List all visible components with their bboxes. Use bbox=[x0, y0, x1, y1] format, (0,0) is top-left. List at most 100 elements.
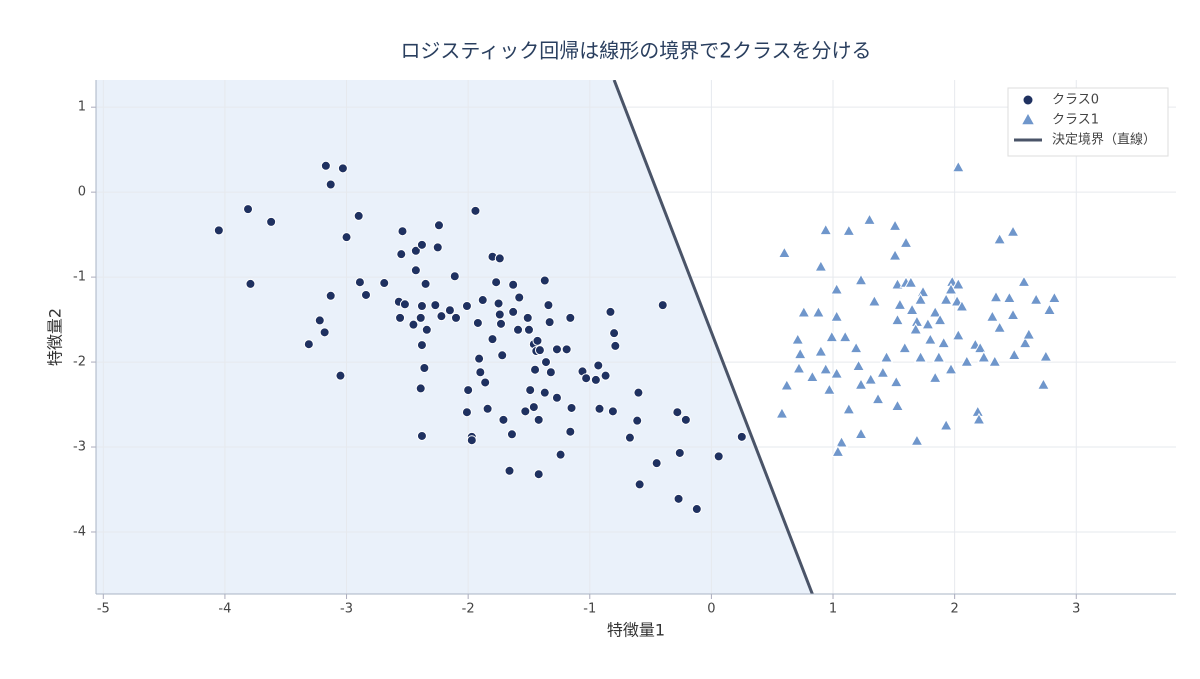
point bbox=[933, 313, 947, 326]
point bbox=[867, 294, 881, 307]
point bbox=[266, 216, 277, 227]
point bbox=[472, 317, 483, 328]
point bbox=[1002, 291, 1016, 304]
point bbox=[879, 350, 894, 363]
point bbox=[514, 292, 525, 303]
decision-boundary bbox=[612, 80, 814, 594]
point bbox=[410, 265, 421, 276]
class-region bbox=[96, 80, 813, 594]
point bbox=[777, 246, 791, 259]
point bbox=[842, 224, 856, 236]
point bbox=[493, 298, 504, 309]
point bbox=[838, 330, 852, 343]
point bbox=[939, 293, 953, 305]
point bbox=[416, 300, 427, 311]
point bbox=[1047, 291, 1061, 304]
point bbox=[713, 451, 724, 462]
point bbox=[551, 392, 562, 403]
y-tick-label: -3 bbox=[73, 440, 86, 455]
point bbox=[397, 226, 408, 237]
point bbox=[543, 300, 554, 311]
point bbox=[494, 253, 505, 264]
point bbox=[1029, 293, 1043, 305]
point bbox=[541, 357, 551, 368]
point bbox=[213, 225, 224, 236]
point bbox=[498, 414, 509, 425]
point bbox=[819, 362, 833, 375]
point bbox=[814, 344, 828, 357]
point bbox=[361, 289, 371, 300]
point bbox=[461, 300, 472, 311]
point bbox=[971, 405, 985, 417]
point bbox=[415, 312, 426, 323]
point bbox=[593, 360, 604, 371]
point bbox=[830, 310, 844, 322]
x-tick-label: 0 bbox=[707, 602, 715, 617]
point bbox=[1007, 348, 1021, 360]
point bbox=[421, 324, 432, 335]
point bbox=[819, 223, 833, 236]
point bbox=[508, 306, 519, 317]
point bbox=[973, 341, 987, 354]
point bbox=[520, 406, 531, 417]
point bbox=[928, 371, 942, 383]
x-tick-label: -3 bbox=[340, 602, 353, 617]
point bbox=[396, 249, 407, 260]
point bbox=[444, 305, 455, 316]
point bbox=[888, 219, 902, 231]
point bbox=[909, 322, 923, 335]
point bbox=[325, 290, 336, 301]
point bbox=[534, 345, 545, 356]
point bbox=[914, 293, 928, 305]
point bbox=[436, 311, 447, 322]
point bbox=[944, 282, 958, 295]
point bbox=[889, 375, 903, 388]
point bbox=[988, 355, 1002, 367]
point bbox=[533, 414, 544, 425]
point bbox=[523, 324, 534, 335]
point bbox=[420, 278, 431, 289]
point bbox=[830, 282, 844, 295]
point bbox=[1042, 303, 1057, 315]
point bbox=[634, 479, 645, 490]
point bbox=[319, 327, 330, 338]
point bbox=[539, 387, 550, 398]
point bbox=[303, 339, 314, 350]
point bbox=[480, 377, 491, 388]
point bbox=[506, 429, 517, 440]
point bbox=[610, 340, 621, 351]
point bbox=[432, 242, 443, 253]
legend-box bbox=[1007, 87, 1169, 157]
point bbox=[899, 236, 913, 248]
point bbox=[430, 300, 441, 311]
legend-label: クラス0 bbox=[1052, 93, 1099, 108]
point bbox=[243, 204, 254, 215]
point bbox=[335, 370, 346, 381]
point bbox=[466, 435, 477, 446]
point bbox=[674, 447, 685, 458]
point bbox=[555, 449, 566, 460]
point bbox=[736, 431, 747, 442]
point bbox=[910, 434, 924, 446]
point bbox=[937, 336, 951, 349]
point bbox=[793, 347, 807, 360]
point bbox=[910, 315, 924, 327]
point bbox=[1036, 377, 1050, 390]
point bbox=[408, 319, 419, 330]
point bbox=[522, 312, 533, 323]
point bbox=[852, 359, 866, 372]
point bbox=[581, 373, 592, 384]
point bbox=[525, 385, 536, 396]
point bbox=[395, 312, 406, 323]
point bbox=[993, 321, 1007, 333]
point bbox=[888, 248, 902, 261]
y-tick-label: -1 bbox=[73, 270, 86, 285]
y-tick-label: -2 bbox=[73, 355, 86, 370]
point bbox=[651, 458, 662, 469]
point bbox=[533, 469, 544, 480]
point bbox=[898, 341, 912, 354]
point bbox=[864, 372, 878, 385]
point bbox=[814, 259, 828, 272]
point bbox=[955, 299, 969, 312]
